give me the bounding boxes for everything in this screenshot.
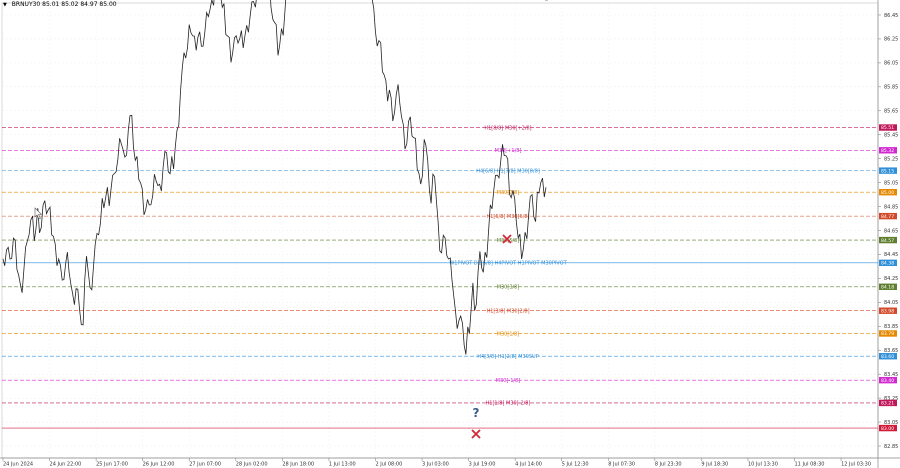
price-tag [879, 353, 897, 360]
price-tag-label: 83.98 [881, 308, 894, 314]
cross-marker-icon [502, 234, 512, 244]
price-tag-label: 83.40 [881, 378, 894, 384]
level-lines: H1[8/8] M30[+2/8]M30[+1/8]H4[6/8] H1[7/8… [2, 125, 878, 429]
price-tag-label: 83.21 [881, 401, 894, 407]
price-tag [879, 283, 897, 290]
price-tag-label: 85.32 [881, 148, 894, 154]
level-label: W1PIVOT D1[6/8] H4PIVOT H1PIVOT M30PIVOT [449, 261, 567, 267]
level-label: H1[1/8] M30[-2/8] [486, 401, 531, 407]
price-tick-label: 83.45 [884, 372, 898, 378]
price-tick-label: 85.05 [884, 180, 898, 186]
chart-ohlc: 85.01 85.02 84.97 85.00 [42, 1, 117, 8]
time-tick-label: 28 Jun 18:00 [282, 462, 314, 468]
time-tick-label: 24 Jun 2024 [3, 462, 33, 468]
price-tick-label: 84.05 [884, 300, 898, 306]
price-tag [879, 399, 897, 407]
time-tick-label: 26 Jun 12:00 [143, 462, 175, 468]
price-tick-label: 84.25 [884, 276, 898, 282]
time-tick-label: 8 Jul 23:30 [655, 462, 682, 468]
price-tick-label: 83.25 [884, 396, 898, 402]
level-label: H4[3/8] H1[2/8] M30SUP [477, 354, 538, 360]
price-tag-label: 83.60 [881, 354, 894, 360]
price-tag [879, 188, 897, 196]
price-tag [879, 124, 897, 131]
time-tick-label: 8 Jul 07:30 [608, 462, 635, 468]
price-tag-label: 85.00 [881, 190, 894, 196]
chart-symbol: BRNUY30 [11, 1, 41, 8]
level-label: H1[8/8] M30[+2/8] [484, 125, 531, 131]
price-tick-label: 84.45 [884, 252, 898, 258]
mouse-cursor-icon [34, 207, 43, 220]
level-label: H1[3/8] M30[2/8] [486, 309, 529, 315]
price-tick-label: 86.25 [884, 37, 898, 43]
cross-marker-bottom [471, 429, 481, 439]
level-label: M30[7/8] [497, 190, 520, 196]
price-tag [879, 147, 897, 154]
price-tick-label: 83.65 [884, 348, 898, 354]
price-tick-label: 85.85 [884, 85, 898, 91]
level-label: H1[6/8] M30[6/8] [486, 214, 529, 220]
price-tag [879, 167, 897, 174]
question-marker-icon: ? [473, 406, 480, 420]
price-tag [879, 424, 897, 432]
price-tag-label: 83.00 [881, 426, 894, 432]
price-tick-label: 85.65 [884, 109, 898, 115]
time-tick-label: 3 Jul 03:00 [422, 462, 449, 468]
price-tick-label: 82.85 [884, 444, 898, 450]
cross-marker-top [502, 234, 512, 244]
price-line [2, 0, 547, 355]
price-tag [879, 259, 897, 267]
price-tag [879, 376, 897, 384]
time-tick-label: 24 Jun 22:00 [50, 462, 82, 468]
level-label: M30[+1/8] [495, 148, 522, 154]
price-tag [879, 307, 897, 314]
price-tag-label: 83.79 [881, 331, 894, 337]
time-tick-label: 9 Jul 18:30 [701, 462, 728, 468]
price-tags: 85.51 85.32 85.15 85.00 84.77 84.57 84.38 84.18… [879, 124, 897, 432]
price-tag [879, 212, 897, 220]
price-tick-label: 84.85 [884, 204, 898, 210]
time-tick-label: 11 Jul 08:30 [795, 462, 825, 468]
time-tick-label: 2 Jul 08:00 [375, 462, 402, 468]
price-tag [879, 330, 897, 337]
time-tick-label: 27 Jun 07:00 [189, 462, 221, 468]
price-tick-label: 83.05 [884, 420, 898, 426]
price-series [2, 0, 547, 355]
time-tick-label: 5 Jul 12:30 [562, 462, 589, 468]
price-tag-label: 84.77 [881, 214, 894, 220]
price-tick-label: 83.85 [884, 324, 898, 330]
time-tick-label: 3 Jul 19:00 [469, 462, 496, 468]
level-label: M30[-1/8] [496, 378, 520, 384]
cross-marker-icon [471, 429, 481, 439]
price-tag-label: 85.15 [881, 168, 894, 174]
question-marker: ? [473, 406, 480, 420]
time-tick-label: 12 Jul 03:30 [841, 462, 871, 468]
price-tag-label: 84.38 [881, 261, 894, 267]
chart-header: ▼ BRNUY30 85.01 85.02 84.97 85.00 [3, 1, 117, 8]
level-label: M30[3/8] [497, 285, 520, 291]
time-tick-label: 25 Jun 17:00 [96, 462, 128, 468]
time-tick-label: 4 Jul 14:00 [515, 462, 542, 468]
price-tag [879, 236, 897, 244]
time-tick-label: 1 Jul 13:00 [329, 462, 356, 468]
price-tick-label: 86.45 [884, 13, 898, 19]
price-tick-label: 86.05 [884, 61, 898, 67]
level-label: M30[1/8] [497, 331, 520, 337]
price-tag-label: 85.51 [881, 125, 894, 131]
price-axis[interactable]: 86.45 86.25 86.05 85.85 85.65 85.45 85.25 85.05… [878, 13, 898, 450]
collapse-arrow-icon[interactable]: ▼ [3, 2, 7, 8]
price-tag-label: 84.18 [881, 284, 894, 290]
price-tag-label: 84.57 [881, 238, 894, 244]
time-tick-label: 28 Jun 02:00 [236, 462, 268, 468]
price-tick-label: 84.65 [884, 228, 898, 234]
time-tick-label: 10 Jul 13:30 [748, 462, 778, 468]
time-axis[interactable]: 24 Jun 2024 24 Jun 22:00 25 Jun 17:00 26 Ju… [2, 458, 871, 468]
price-tick-label: 85.45 [884, 133, 898, 139]
chart-markers: ? [34, 0, 548, 439]
price-tick-label: 85.25 [884, 156, 898, 162]
